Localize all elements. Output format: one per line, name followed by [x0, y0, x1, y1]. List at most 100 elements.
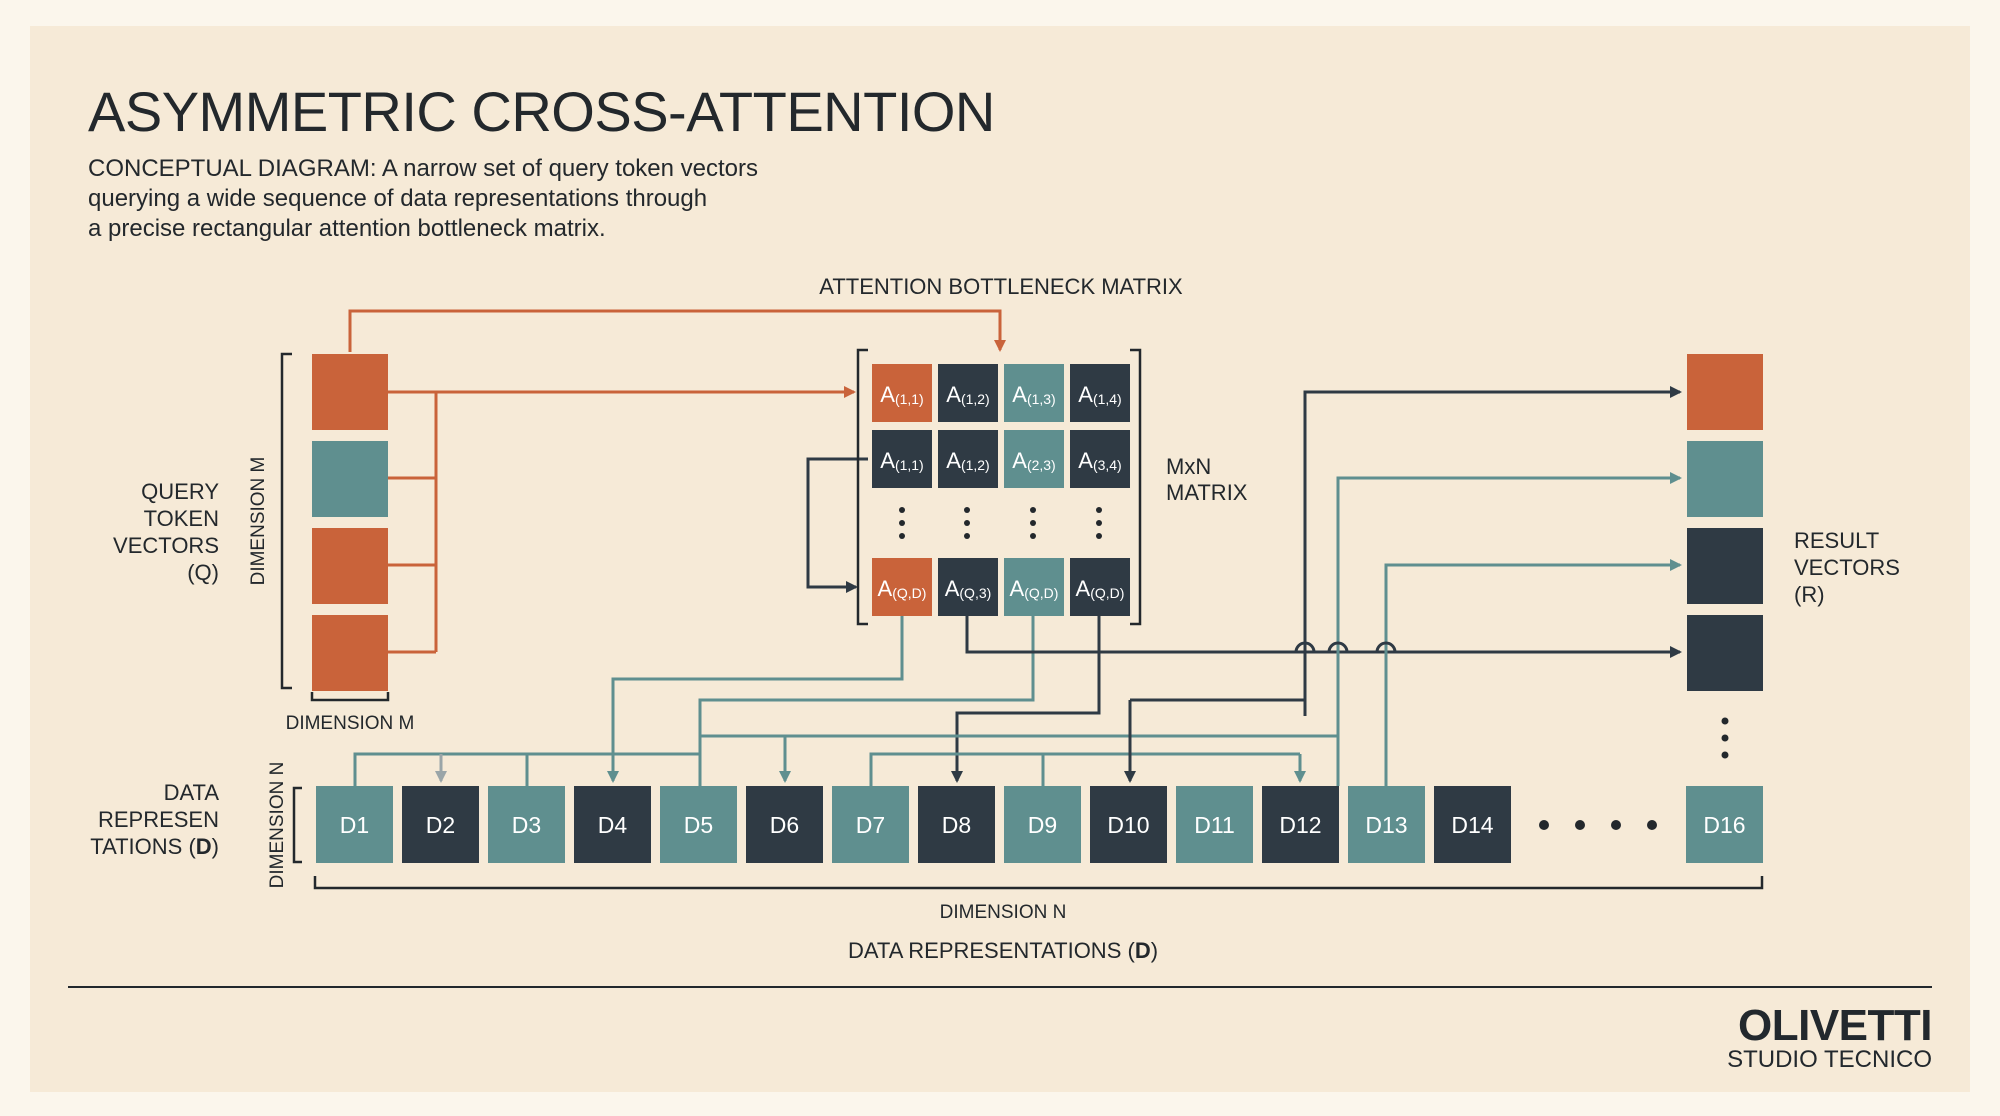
data-token-label: D3 [512, 812, 541, 838]
matrix-cell-label: A(1,2) [946, 382, 989, 407]
matrix-col4-to-d8 [951, 616, 1101, 783]
data-token-label: D11 [1194, 812, 1235, 838]
query-vector-4 [312, 615, 388, 691]
dimension-n-vertical-label: DIMENSION N [267, 762, 288, 889]
dimension-n-bracket [313, 876, 1764, 890]
matrix-col1-to-d4 [607, 616, 904, 783]
data-token-label: D10 [1107, 812, 1149, 838]
dimension-m-bracket [310, 692, 390, 702]
matrix-size-label-2: MATRIX [1166, 480, 1248, 505]
query-vector-3 [312, 528, 388, 604]
matrix-cell-r3-c1 [872, 558, 932, 616]
data-token-d10 [1090, 786, 1167, 863]
data-token-label: D6 [770, 812, 799, 838]
data-token-d4 [574, 786, 651, 863]
matrix-title: ATTENTION BOTTLENECK MATRIX [819, 274, 1183, 299]
data-token-label: D7 [856, 812, 885, 838]
data-token-label: D4 [598, 812, 628, 838]
matrix-cell-label: A(1,1) [880, 448, 923, 473]
result-label-1: RESULT [1794, 528, 1879, 553]
result-vector-1 [1687, 354, 1763, 430]
result-vector-2 [1687, 441, 1763, 517]
matrix-cell-r1-c4 [1070, 364, 1130, 422]
brand-subtitle: STUDIO TECNICO [1727, 1046, 1932, 1073]
query-label-3: VECTORS [113, 533, 219, 558]
matrix-cell-label: A(Q,D) [878, 576, 927, 601]
data-token-label: D5 [684, 812, 713, 838]
query-bracket [280, 352, 292, 690]
result2-to-d6 [785, 734, 1340, 786]
result-ellipsis [1721, 717, 1729, 759]
data-token-d14 [1434, 786, 1511, 863]
query-bus-line [388, 390, 438, 654]
matrix-cell-label: A(1,2) [946, 448, 989, 473]
connector-lines [348, 309, 1682, 790]
data-token-label: D8 [942, 812, 971, 838]
matrix-cell-r1-c3 [1004, 364, 1064, 422]
dimension-n-horizontal-label: DIMENSION N [940, 902, 1067, 923]
line-crossing-hops [1294, 641, 1397, 653]
page-subtitle: CONCEPTUAL DIAGRAM: A narrow set of quer… [88, 155, 759, 242]
data-token-d3 [488, 786, 565, 863]
matrix-loop-arrow [806, 457, 868, 593]
d10-to-result1 [1303, 386, 1682, 716]
query-token-vectors [312, 354, 388, 691]
result-vector-4 [1687, 615, 1763, 691]
query-label-2: TOKEN [144, 506, 219, 531]
result-label-2: VECTORS [1794, 555, 1900, 580]
matrix-bracket-right [1130, 348, 1142, 626]
data-token-d1 [316, 786, 393, 863]
data-left-label-2: REPRESEN [98, 807, 219, 832]
matrix-cell-r1-c2 [938, 364, 998, 422]
data-token-d7 [832, 786, 909, 863]
query-to-matrix-top-arrow [348, 309, 1006, 352]
data-token-label: D1 [340, 812, 369, 838]
matrix-cell-label: A(Q,3) [945, 576, 992, 601]
query-vector-1 [312, 354, 388, 430]
query-label-4: (Q) [187, 560, 219, 585]
result-label-3: (R) [1794, 582, 1825, 607]
matrix-cell-r2-c2 [938, 430, 998, 488]
footer-rule [68, 986, 1932, 988]
data-token-label: D12 [1279, 812, 1321, 838]
data-bus-d1-d5 [353, 752, 702, 786]
matrix-cell-label: A(2,3) [1012, 448, 1055, 473]
data-token-d5 [660, 786, 737, 863]
matrix-cell-label: A(1,3) [1012, 382, 1055, 407]
matrix-bracket-left [856, 348, 868, 626]
matrix-cell-label: A(1,1) [880, 382, 923, 407]
matrix-cell-r2-c1 [872, 430, 932, 488]
data-token-d8 [918, 786, 995, 863]
data-token-label: D14 [1451, 812, 1493, 838]
data-token-label: D13 [1365, 812, 1407, 838]
data-token-d9 [1004, 786, 1081, 863]
dimension-m-horizontal-label: DIMENSION M [286, 713, 415, 734]
query-label-1: QUERY [141, 479, 219, 504]
matrix-col2-to-result4 [965, 616, 1682, 658]
data-bracket-left [292, 786, 302, 864]
data-token-label: D9 [1028, 812, 1057, 838]
matrix-cell-r3-c2 [938, 558, 998, 616]
matrix-cell-label: A(3,4) [1078, 448, 1121, 473]
matrix-cell-label: A(Q,D) [1076, 576, 1125, 601]
data-token-d6 [746, 786, 823, 863]
matrix-cell-r2-c4 [1070, 430, 1130, 488]
d13-to-result3 [1384, 559, 1682, 786]
result-vector-3 [1687, 528, 1763, 604]
matrix-cell-label: A(Q,D) [1010, 576, 1059, 601]
matrix-cell-r1-c1 [872, 364, 932, 422]
dimension-m-vertical-label: DIMENSION M [248, 457, 269, 586]
brand-name: OLIVETTI [1738, 1001, 1933, 1050]
attention-matrix: A(1,1) A(1,2) A(1,3) A(1,4) A(1,1) A(1,2) A(2,… [872, 364, 1130, 616]
data-bus-d7-d12 [869, 752, 1300, 786]
data-left-label-3: TATIONS (D) [90, 834, 219, 859]
data-token-d16 [1686, 786, 1763, 863]
data-left-label-1: DATA [164, 780, 220, 805]
data-token-d2 [402, 786, 479, 863]
data-token-label: D16 [1703, 812, 1745, 838]
data-token-label: D2 [426, 812, 455, 838]
result-vectors [1687, 354, 1763, 691]
matrix-ellipsis [899, 507, 1102, 539]
d11-to-result2 [1336, 472, 1682, 736]
